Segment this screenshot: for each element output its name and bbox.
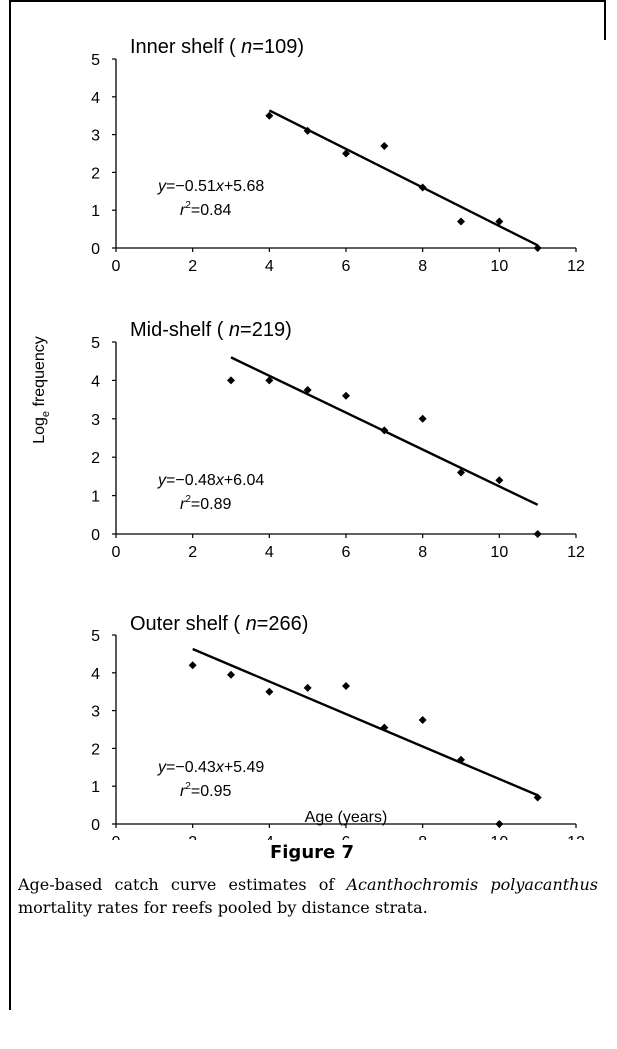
inner-shelf-y-tick-label: 3	[91, 128, 100, 145]
inner-shelf-y-tick-label: 4	[91, 90, 100, 107]
mid-shelf-x-tick-label: 6	[342, 544, 351, 561]
outer-shelf-data-point	[495, 820, 504, 828]
inner-shelf-y-tick-label: 2	[91, 165, 100, 182]
mid-shelf-y-tick-label: 5	[91, 335, 100, 352]
outer-shelf-data-point	[188, 661, 197, 670]
mid-shelf-x-tick-label: 0	[112, 544, 121, 561]
outer-shelf-title: Outer shelf ( n=266)	[130, 613, 308, 635]
outer-shelf-x-tick-label: 0	[112, 834, 121, 840]
inner-shelf-y-tick-label: 0	[91, 241, 100, 258]
outer-shelf-x-tick-label: 2	[188, 834, 197, 840]
mid-shelf-data-point	[380, 426, 389, 435]
left-rule	[9, 0, 11, 1010]
mid-shelf-data-point	[342, 391, 350, 400]
outer-shelf-data-point	[533, 793, 542, 802]
outer-shelf-regression-line	[192, 647, 539, 797]
top-rule	[9, 0, 606, 2]
inner-shelf-y-tick-label: 5	[91, 52, 100, 69]
inner-shelf-x-tick-label: 6	[342, 258, 351, 275]
mid-shelf-data-point	[265, 376, 274, 385]
mid-shelf-y-tick-label: 0	[91, 527, 100, 544]
inner-shelf-data-point	[342, 149, 350, 158]
mid-shelf-equation: y=−0.48x+6.04	[157, 472, 264, 489]
inner-shelf-y-tick-label: 1	[91, 203, 100, 220]
outer-shelf-y-tick-label: 3	[91, 704, 100, 721]
outer-shelf-x-tick-label: 8	[418, 834, 427, 840]
outer-shelf-data-point	[303, 683, 312, 692]
outer-shelf-x-tick-label: 12	[567, 834, 585, 840]
mid-shelf-data-point	[303, 386, 312, 394]
inner-shelf-r-squared: r2=0.84	[180, 200, 231, 219]
mid-shelf-x-tick-label: 12	[567, 544, 585, 561]
outer-shelf-x-tick-label: 6	[342, 834, 351, 840]
mid-shelf-data-point	[418, 414, 427, 423]
mid-shelf-r-squared: r2=0.89	[180, 494, 231, 513]
outer-shelf-y-tick-label: 1	[91, 779, 100, 796]
inner-shelf-x-tick-label: 0	[112, 258, 121, 275]
right-rule	[604, 0, 606, 40]
outer-shelf-data-point	[342, 682, 350, 691]
outer-shelf-y-tick-label: 0	[91, 817, 100, 834]
mid-shelf-x-tick-label: 2	[188, 544, 197, 561]
outer-shelf-data-point	[418, 716, 427, 725]
mid-shelf-x-tick-label: 8	[418, 544, 427, 561]
outer-shelf-panel: 012345024681012Outer shelf ( n=266)y=−0.…	[91, 613, 585, 840]
inner-shelf-title: Inner shelf ( n=109)	[130, 36, 304, 58]
inner-shelf-data-point	[380, 141, 389, 150]
inner-shelf-data-point	[265, 111, 274, 120]
outer-shelf-x-tick-label: 10	[490, 834, 508, 840]
mid-shelf-data-point	[457, 468, 465, 477]
inner-shelf-x-tick-label: 8	[418, 258, 427, 275]
inner-shelf-regression-line	[268, 109, 539, 247]
outer-shelf-data-point	[265, 687, 274, 696]
mid-shelf-y-tick-label: 1	[91, 489, 100, 506]
species-name: Acanthochromis polyacanthus	[346, 875, 599, 894]
mid-shelf-data-point	[227, 376, 235, 385]
mid-shelf-title: Mid-shelf ( n=219)	[130, 319, 292, 341]
y-axis-label: Loge frequency	[31, 336, 52, 444]
mid-shelf-x-tick-label: 10	[490, 544, 508, 561]
inner-shelf-x-tick-label: 10	[490, 258, 508, 275]
inner-shelf-x-tick-label: 2	[188, 258, 197, 275]
inner-shelf-data-point	[533, 244, 542, 252]
outer-shelf-x-tick-label: 4	[265, 834, 274, 840]
outer-shelf-data-point	[227, 670, 235, 679]
outer-shelf-y-tick-label: 2	[91, 741, 100, 758]
mid-shelf-data-point	[495, 476, 504, 485]
x-axis-label: Age (years)	[305, 809, 388, 826]
inner-shelf-data-point	[418, 183, 427, 192]
mid-shelf-x-tick-label: 4	[265, 544, 274, 561]
inner-shelf-x-tick-label: 12	[567, 258, 585, 275]
figure-label: Figure 7	[269, 842, 355, 863]
outer-shelf-r-squared: r2=0.95	[180, 781, 231, 800]
caption-block: Figure 7 Age-based catch curve estimates…	[18, 842, 606, 919]
mid-shelf-y-tick-label: 4	[91, 373, 100, 390]
outer-shelf-y-tick-label: 5	[91, 628, 100, 645]
inner-shelf-data-point	[303, 126, 312, 135]
mid-shelf-y-tick-label: 3	[91, 412, 100, 429]
mid-shelf-data-point	[533, 530, 542, 538]
inner-shelf-data-point	[495, 217, 504, 226]
figure-caption: Age-based catch curve estimates of Acant…	[18, 875, 599, 917]
outer-shelf-equation: y=−0.43x+5.49	[157, 759, 264, 776]
mid-shelf-y-tick-label: 2	[91, 450, 100, 467]
inner-shelf-x-tick-label: 4	[265, 258, 274, 275]
outer-shelf-y-tick-label: 4	[91, 666, 100, 683]
outer-shelf-data-point	[380, 723, 389, 732]
inner-shelf-equation: y=−0.51x+5.68	[157, 178, 264, 195]
inner-shelf-data-point	[457, 217, 465, 226]
outer-shelf-data-point	[457, 755, 465, 764]
